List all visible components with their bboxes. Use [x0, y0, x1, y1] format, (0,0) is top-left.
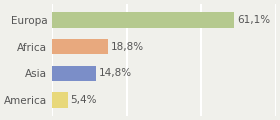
Bar [52, 66, 96, 81]
Bar [52, 92, 68, 108]
Bar [52, 12, 234, 28]
Bar [52, 39, 108, 54]
Text: 61,1%: 61,1% [237, 15, 270, 25]
Text: 18,8%: 18,8% [111, 42, 144, 52]
Text: 14,8%: 14,8% [99, 68, 132, 78]
Text: 5,4%: 5,4% [71, 95, 97, 105]
